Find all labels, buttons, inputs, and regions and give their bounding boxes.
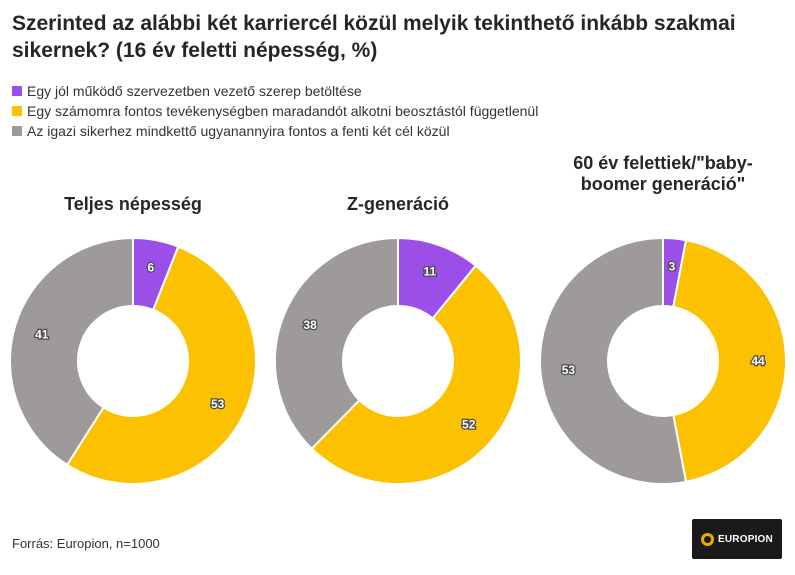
data-label-total-0: 6 [147,261,154,275]
europion-logo: EUROPION [692,519,782,559]
donut-total: 6 53 41 [9,236,257,485]
donut-slice-gen-z-2 [274,236,399,451]
data-label-boomer-1: 44 [751,354,765,368]
data-label-total-1: 53 [211,397,225,411]
data-label-gen-z-2: 38 [303,318,317,332]
legend-item-lasting-work: Egy számomra fontos tevékenységben marad… [12,101,538,121]
legend-label: Egy számomra fontos tevékenységben marad… [27,103,539,119]
data-label-total-2: 41 [35,327,49,341]
legend-item-both: Az igazi sikerhez mindkettő ugyanannyira… [12,121,538,141]
legend-swatch-yellow [12,106,22,116]
donut-slice-gen-z-1 [310,264,522,485]
donut-slice-boomer-1 [672,239,787,483]
data-label-gen-z-1: 52 [462,417,476,431]
legend-swatch-gray [12,126,22,136]
legend-item-leadership: Egy jól működő szervezetben vezető szere… [12,81,538,101]
source-note: Forrás: Europion, n=1000 [12,536,160,551]
donut-title-total: Teljes népesség [64,194,202,214]
data-label-boomer-2: 53 [562,363,576,377]
donut-gen-z: 11 52 38 [274,236,522,485]
donut-title-boomer: 60 év felettiek/"baby-boomer generáció" [573,153,753,194]
data-label-gen-z-0: 11 [424,265,437,279]
data-label-boomer-0: 3 [669,259,676,273]
chart-title: Szerinted az alábbi két karriercél közül… [12,12,736,62]
logo-text: EUROPION [718,533,773,545]
donut-boomer: 3 44 53 [539,236,787,485]
logo-icon [701,532,715,546]
legend: Egy jól működő szervezetben vezető szere… [12,81,538,141]
donut-slice-total-2 [9,236,134,467]
legend-swatch-purple [12,86,22,96]
legend-label: Az igazi sikerhez mindkettő ugyanannyira… [27,123,450,139]
donut-slice-boomer-2 [539,236,688,485]
donut-title-gen-z: Z-generáció [346,194,450,214]
donut-slice-total-1 [65,245,257,485]
legend-label: Egy jól működő szervezetben vezető szere… [27,83,362,99]
